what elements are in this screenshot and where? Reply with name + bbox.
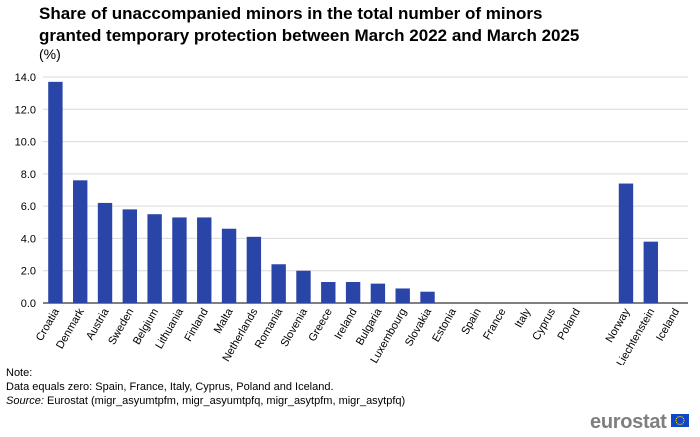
flag-star (677, 423, 679, 425)
x-tick-label: Finland (182, 307, 210, 344)
chart-title: Share of unaccompanied minors in the tot… (39, 4, 580, 45)
note-text: Data equals zero: Spain, France, Italy, … (6, 381, 334, 393)
y-tick-label: 14.0 (15, 72, 36, 84)
y-tick-label: 4.0 (21, 233, 36, 245)
eu-flag-icon (671, 414, 689, 427)
flag-star (679, 415, 681, 418)
flag-star (675, 419, 677, 422)
source-line: Source: Eurostat (migr_asyumtpfm, migr_a… (6, 394, 566, 408)
bar-chart: 0.02.04.06.08.010.012.014.0CroatiaDenmar… (15, 72, 688, 365)
bar (271, 264, 286, 303)
y-tick-label: 6.0 (21, 201, 36, 213)
flag-star (675, 417, 678, 420)
bar (97, 202, 113, 303)
y-tick-label: 2.0 (21, 266, 36, 278)
bar (296, 270, 311, 303)
bar (197, 217, 212, 303)
flag-star (675, 421, 678, 424)
bar (345, 282, 361, 303)
bar (618, 183, 634, 303)
bar (147, 214, 162, 303)
flag-star (679, 423, 681, 426)
y-tick-label: 12.0 (15, 104, 36, 116)
x-tick-label: Ireland (332, 307, 359, 342)
bar (48, 81, 63, 303)
flag-star (683, 419, 685, 422)
notes-block: Note: Data equals zero: Spain, France, I… (6, 366, 566, 408)
x-tick-label: Malta (212, 306, 236, 336)
x-tick-label: Spain (459, 307, 483, 337)
note-label: Note: (6, 367, 33, 379)
bar (122, 209, 138, 303)
flag-star (682, 421, 685, 424)
y-tick-label: 10.0 (15, 137, 36, 149)
x-tick-label: Italy (513, 306, 534, 330)
y-tick-label: 8.0 (21, 169, 36, 181)
bar (420, 291, 435, 303)
eurostat-logo: eurostat (590, 411, 698, 433)
bar (246, 236, 262, 303)
source-label: Source: (6, 395, 44, 407)
y-tick-label: 0.0 (21, 298, 36, 310)
bar (370, 283, 386, 303)
bar (395, 288, 410, 303)
flag-star (677, 416, 679, 418)
flag-star (681, 423, 683, 425)
x-tick-label: Poland (555, 307, 583, 343)
bar (221, 228, 237, 303)
flag-star (681, 416, 683, 418)
flag-star (682, 417, 685, 420)
x-tick-label: Iceland (654, 307, 682, 344)
bar (172, 217, 187, 303)
bar (73, 180, 88, 303)
bar (643, 241, 658, 303)
x-tick-label: Cyprus (530, 306, 558, 343)
eurostat-logo-text: eurostat (590, 411, 667, 433)
source-text: Eurostat (migr_asyumtpfm, migr_asyumtpfq… (43, 395, 406, 407)
chart-unit: (%) (39, 46, 61, 62)
bar (321, 282, 336, 303)
x-tick-label: Greece (306, 307, 334, 344)
x-tick-label: France (481, 307, 509, 343)
x-tick-label: Estonia (430, 306, 459, 345)
